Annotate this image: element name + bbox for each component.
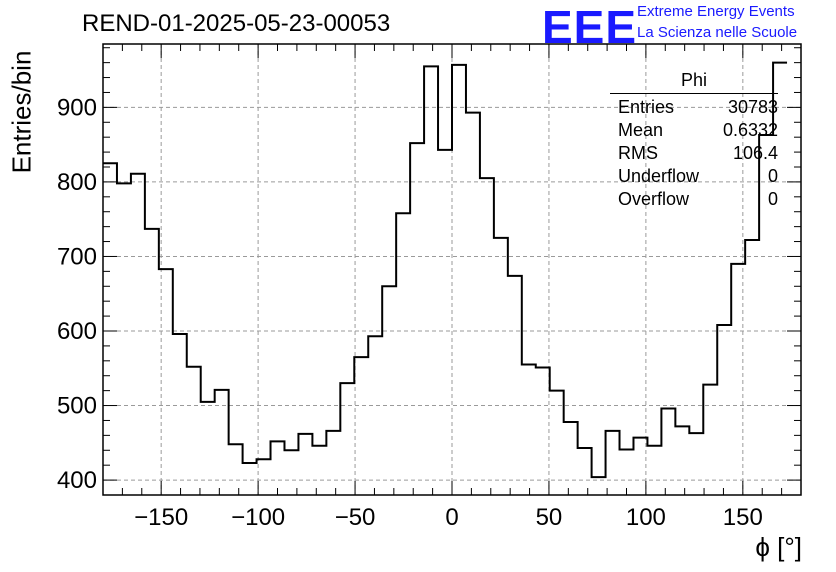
y-tick-label: 900	[57, 94, 97, 121]
histogram-bin	[243, 463, 257, 495]
histogram-bin	[717, 325, 731, 495]
histogram-bin	[675, 426, 689, 495]
histogram-bin	[271, 441, 285, 495]
stats-box: Phi Entries 30783 Mean 0.6332 RMS 106.4 …	[610, 70, 778, 211]
y-tick-label: 500	[57, 393, 97, 420]
histogram-bin	[145, 229, 159, 495]
stats-row-overflow: Overflow 0	[610, 188, 778, 211]
histogram-bin	[187, 367, 201, 495]
histogram-bin	[340, 383, 354, 495]
x-tick-label: 50	[536, 504, 563, 531]
stats-value: 0.6332	[722, 120, 778, 140]
histogram-bin	[494, 238, 508, 495]
x-tick-label: −50	[335, 504, 376, 531]
stats-value: 106.4	[732, 143, 778, 163]
stats-row-mean: Mean 0.6332	[610, 119, 778, 142]
histogram-bin	[522, 365, 536, 495]
stats-label: Mean	[618, 120, 664, 140]
stats-row-entries: Entries 30783	[610, 96, 778, 119]
histogram-bin	[438, 150, 452, 495]
histogram-line	[103, 61, 788, 479]
y-tick-label: 800	[57, 169, 97, 196]
stats-value: 0	[767, 166, 778, 186]
x-tick-label: 150	[723, 504, 763, 531]
histogram-bin	[480, 178, 494, 495]
histogram-bin	[647, 446, 661, 495]
histogram-bin	[368, 336, 382, 495]
histogram-bin	[215, 390, 229, 495]
y-tick-label: 700	[57, 243, 97, 270]
x-axis-label: ϕ [°]	[755, 532, 802, 562]
chart-title: REND-01-2025-05-23-00053	[82, 10, 391, 37]
histogram-bin	[173, 334, 187, 495]
histogram-bin	[354, 357, 368, 495]
stats-label: Entries	[618, 97, 675, 117]
stats-value: 30783	[727, 97, 778, 117]
y-tick-label: 400	[57, 467, 97, 494]
y-axis-label: Entries/bin	[6, 50, 37, 174]
histogram-bin	[382, 286, 396, 495]
histogram-bin	[326, 431, 340, 495]
stats-row-underflow: Underflow 0	[610, 165, 778, 188]
histogram-bin	[703, 385, 717, 495]
histogram-bin	[689, 433, 703, 495]
histogram-bin	[229, 444, 243, 495]
histogram-bin	[606, 431, 620, 495]
histogram-bin	[578, 448, 592, 495]
histogram-bin	[466, 113, 480, 495]
x-tick-label: −100	[231, 504, 285, 531]
histogram-bin	[312, 446, 326, 495]
histogram-bin	[159, 269, 173, 495]
histogram-bin	[508, 276, 522, 495]
histogram-bin	[201, 402, 215, 495]
stats-row-rms: RMS 106.4	[610, 142, 778, 165]
histogram-bin	[731, 264, 745, 495]
histogram-bin	[424, 66, 438, 495]
stats-label: RMS	[618, 143, 658, 163]
histogram-bin	[661, 409, 675, 495]
histogram-bin	[396, 213, 410, 495]
logo-subtitle-line2: La Scienza nelle Scuole	[637, 24, 798, 41]
stats-box-title: Phi	[610, 70, 778, 94]
histogram-bin	[284, 450, 298, 495]
histogram-bin	[633, 438, 647, 495]
x-tick-label: 100	[626, 504, 666, 531]
stats-label: Underflow	[618, 166, 700, 186]
histogram-bin	[564, 422, 578, 495]
histogram-bin	[298, 434, 312, 495]
histogram-bin	[410, 143, 424, 495]
stats-label: Overflow	[618, 189, 690, 209]
histogram-bin	[745, 240, 759, 495]
y-tick-label: 600	[57, 318, 97, 345]
histogram-bin	[103, 163, 117, 495]
x-tick-label: −150	[134, 504, 188, 531]
histogram-bin	[452, 65, 466, 495]
logo-subtitle-line1: Extreme Energy Events	[637, 3, 795, 20]
histogram-bin	[257, 459, 271, 495]
x-tick-label: 0	[445, 504, 458, 531]
stats-value: 0	[767, 189, 778, 209]
histogram-bin	[117, 183, 131, 495]
histogram-bin	[536, 368, 550, 495]
histogram-bin	[550, 391, 564, 495]
histogram-bin	[620, 450, 634, 495]
histogram-bin	[592, 477, 606, 495]
histogram-bin	[131, 174, 145, 495]
